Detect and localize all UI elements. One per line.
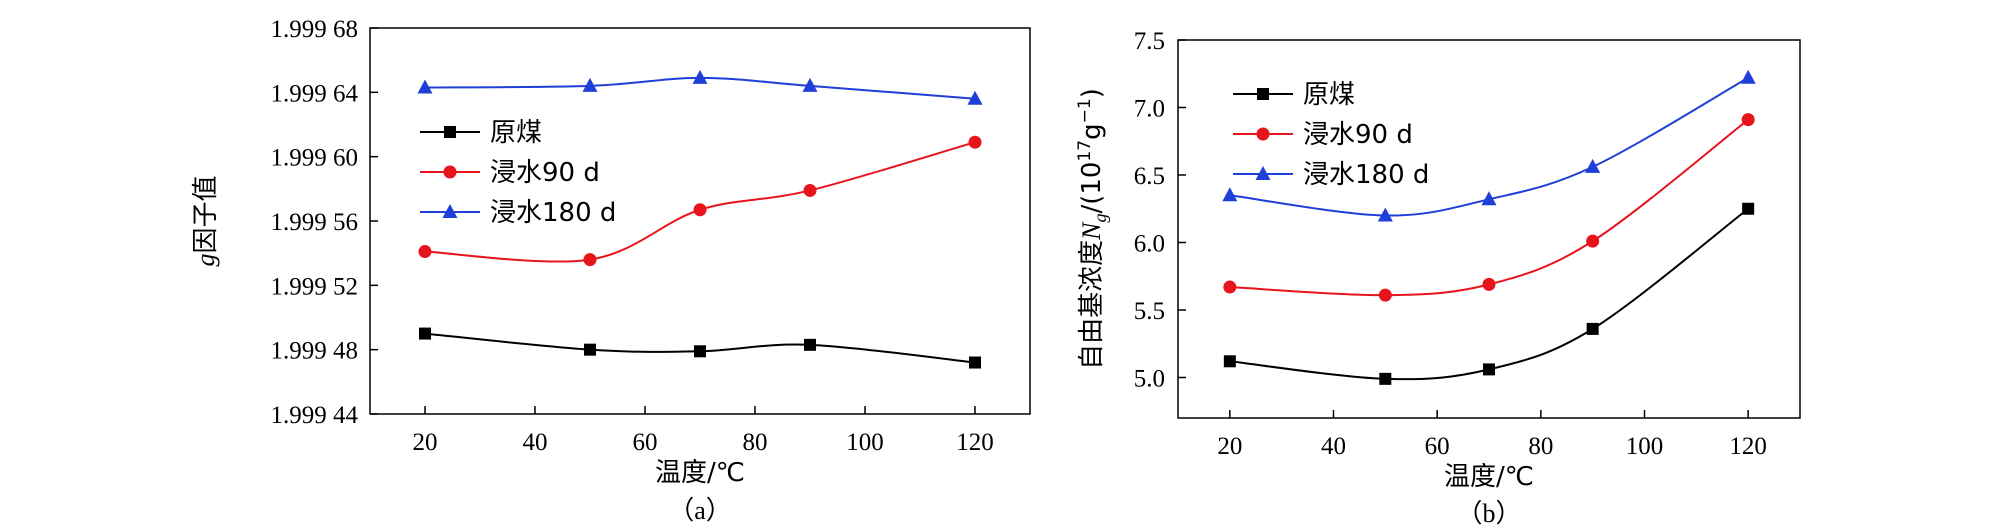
legend-marker: [1256, 127, 1270, 141]
y-tick-label: 1.999 48: [271, 338, 359, 365]
y-tick-label: 1.999 64: [271, 80, 359, 107]
chart-panel-b: 5.0 5.5 6.0 6.5 7.0 7.5 20 40 60 80 100 120 原煤浸水90…: [1075, 28, 1801, 528]
data-point-marker: [969, 356, 981, 369]
data-point-marker: [419, 327, 431, 340]
x-tick-label: 120: [1729, 433, 1767, 460]
x-axis-title-a: 温度/℃: [655, 458, 745, 488]
series-group-a: [417, 69, 983, 369]
x-axis-ticks-b: 20 40 60 80 100 120: [1217, 410, 1767, 460]
y-axis-ticks-b: 5.0 5.5 6.0 6.5 7.0 7.5: [1134, 28, 1186, 393]
data-point-marker: [802, 77, 818, 92]
y-tick-label: 1.999 68: [271, 16, 359, 43]
y-axis-ticks-a: 1.999 44 1.999 48 1.999 52 1.999 56 1.999 60…: [271, 16, 378, 429]
data-point-marker: [967, 90, 983, 105]
series-group-b: [1222, 69, 1756, 385]
x-tick-label: 20: [1217, 433, 1242, 460]
data-point-marker: [1377, 207, 1393, 222]
y-axis-title-b-unit-open: /(10: [1077, 162, 1107, 214]
y-axis-title-b-sub: g: [1090, 214, 1110, 223]
y-tick-label: 7.0: [1134, 96, 1165, 123]
y-axis-title-a-suffix: 因子值: [191, 175, 221, 253]
y-tick-label: 1.999 56: [271, 209, 359, 236]
data-point-marker: [692, 69, 708, 84]
y-axis-title-b: 自由基浓度Ng/(1017g−1): [1075, 88, 1110, 370]
x-tick-label: 100: [1626, 433, 1664, 460]
x-tick-label: 80: [743, 429, 768, 456]
y-tick-label: 5.0: [1134, 366, 1165, 393]
data-point-marker: [804, 338, 816, 351]
data-point-marker: [803, 183, 817, 197]
x-tick-label: 60: [633, 429, 658, 456]
y-tick-label: 6.5: [1134, 163, 1165, 190]
data-point-marker: [1742, 202, 1755, 215]
data-point-marker: [1586, 234, 1600, 248]
y-axis-title-b-unit-g: g: [1077, 123, 1107, 140]
plot-frame-b: [1177, 39, 1801, 419]
y-axis-title-b-exp2: −1: [1075, 98, 1095, 123]
x-tick-label: 40: [1321, 433, 1346, 460]
chart-panel-a: 1.999 44 1.999 48 1.999 52 1.999 56 1.999 60…: [191, 16, 1031, 525]
data-point-marker: [1483, 363, 1495, 376]
data-point-marker: [1482, 277, 1496, 291]
legend-marker: [443, 165, 457, 179]
y-axis-title-b-var: N: [1077, 221, 1106, 241]
data-point-marker: [418, 245, 432, 259]
legend-marker: [1257, 88, 1269, 100]
legend-label: 浸水180 d: [490, 198, 616, 228]
series-line: [1229, 207, 1749, 381]
y-tick-label: 5.5: [1134, 298, 1165, 325]
y-axis-title-b-unit-close: ): [1077, 88, 1107, 98]
data-point-marker: [1222, 187, 1238, 202]
data-point-marker: [1586, 322, 1599, 335]
legend-marker: [1255, 166, 1271, 180]
x-tick-label: 20: [413, 429, 438, 456]
data-point-marker: [583, 253, 597, 267]
y-axis-title-b-prefix: 自由基浓度: [1077, 240, 1107, 370]
legend-label: 浸水90 d: [490, 158, 600, 188]
data-point-marker: [1223, 280, 1237, 294]
legend-marker: [444, 126, 456, 138]
data-point-marker: [582, 77, 598, 92]
y-axis-title-a: g因子值: [191, 175, 221, 266]
y-tick-label: 7.5: [1134, 28, 1165, 55]
x-tick-label: 120: [956, 429, 994, 456]
legend-label: 原煤: [490, 118, 542, 148]
data-point-marker: [1585, 158, 1601, 173]
legend-label: 原煤: [1303, 80, 1355, 110]
y-tick-label: 1.999 44: [271, 402, 359, 429]
y-tick-label: 6.0: [1134, 231, 1165, 258]
legend-label: 浸水90 d: [1303, 120, 1413, 150]
data-point-marker: [1223, 355, 1236, 368]
data-point-marker: [968, 135, 982, 149]
x-tick-label: 40: [523, 429, 548, 456]
data-point-marker: [1740, 69, 1756, 84]
data-point-marker: [584, 343, 596, 356]
data-point-marker: [1378, 288, 1392, 302]
x-tick-label: 100: [846, 429, 884, 456]
x-axis-title-b: 温度/℃: [1444, 462, 1534, 492]
legend-label: 浸水180 d: [1303, 160, 1429, 190]
data-point-marker: [1741, 113, 1755, 127]
data-point-marker: [1481, 191, 1497, 206]
legend-marker: [442, 204, 458, 218]
x-tick-label: 80: [1528, 433, 1553, 460]
x-tick-label: 60: [1425, 433, 1450, 460]
data-point-marker: [417, 79, 433, 94]
y-axis-title-a-prefix: g: [191, 254, 220, 267]
y-tick-label: 1.999 60: [271, 145, 359, 172]
x-axis-ticks-a: 20 40 60 80 100 120: [413, 406, 994, 456]
panel-label-a: （a）: [668, 496, 732, 525]
panel-label-b: （b）: [1456, 499, 1521, 528]
y-axis-title-b-exp1: 17: [1075, 140, 1095, 162]
data-point-marker: [1379, 372, 1392, 385]
y-tick-label: 1.999 52: [271, 273, 359, 300]
data-point-marker: [694, 345, 706, 358]
data-point-marker: [693, 203, 707, 217]
